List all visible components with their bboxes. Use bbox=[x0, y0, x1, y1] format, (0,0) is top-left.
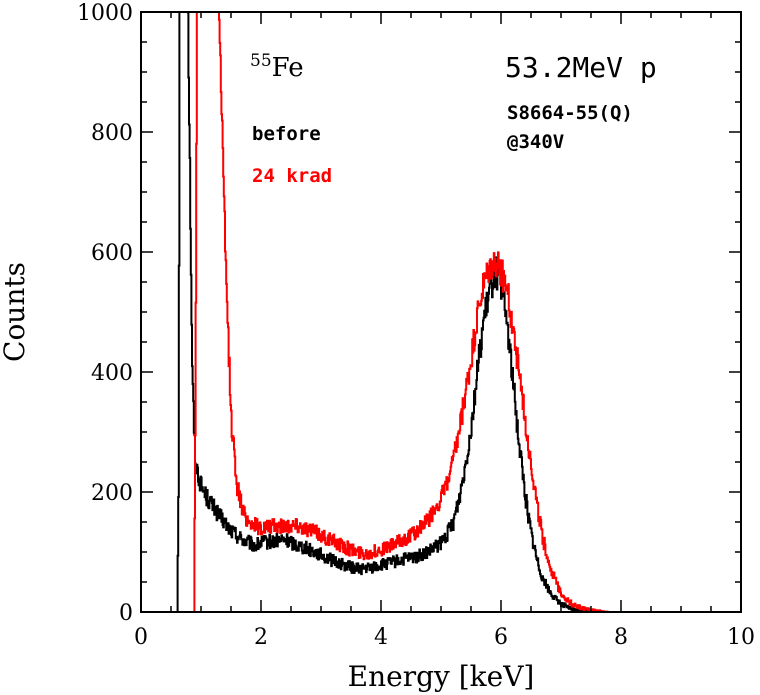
source-name: Fe bbox=[272, 53, 304, 83]
x-tick-label: 6 bbox=[494, 625, 508, 650]
beam-label: 53.2MeV p bbox=[505, 51, 657, 84]
y-tick-label: 200 bbox=[91, 481, 133, 506]
x-tick-label: 2 bbox=[254, 625, 268, 650]
series-line-before bbox=[141, 12, 741, 612]
plot-frame bbox=[140, 11, 742, 613]
source-superscript: 55 bbox=[250, 51, 272, 71]
legend-24krad: 24 krad bbox=[252, 165, 332, 187]
y-tick-label: 400 bbox=[91, 361, 133, 386]
legend-before: before bbox=[252, 123, 321, 145]
y-tick-label: 600 bbox=[91, 241, 133, 266]
source-label: 55Fe bbox=[250, 51, 304, 83]
series-line-24krad bbox=[141, 12, 741, 612]
x-tick-label: 8 bbox=[614, 625, 628, 650]
series-layer bbox=[141, 12, 741, 612]
device-label: S8664-55(Q) bbox=[507, 102, 633, 124]
y-tick-label: 0 bbox=[119, 601, 133, 626]
tick-layer: 0 2 4 6 8 10 0 200 400 600 800 1000 bbox=[77, 1, 755, 650]
x-tick-label: 4 bbox=[374, 625, 388, 650]
x-tick-label: 10 bbox=[727, 625, 755, 650]
bias-label: @340V bbox=[507, 131, 564, 153]
y-tick-label: 1000 bbox=[77, 1, 133, 26]
y-tick-label: 800 bbox=[91, 121, 133, 146]
x-axis-title: Energy [keV] bbox=[348, 660, 535, 693]
annotations: 55Fe 53.2MeV p S8664-55(Q) @340V before … bbox=[250, 51, 657, 187]
x-tick-label: 0 bbox=[134, 625, 148, 650]
y-axis-title: Counts bbox=[0, 262, 31, 362]
